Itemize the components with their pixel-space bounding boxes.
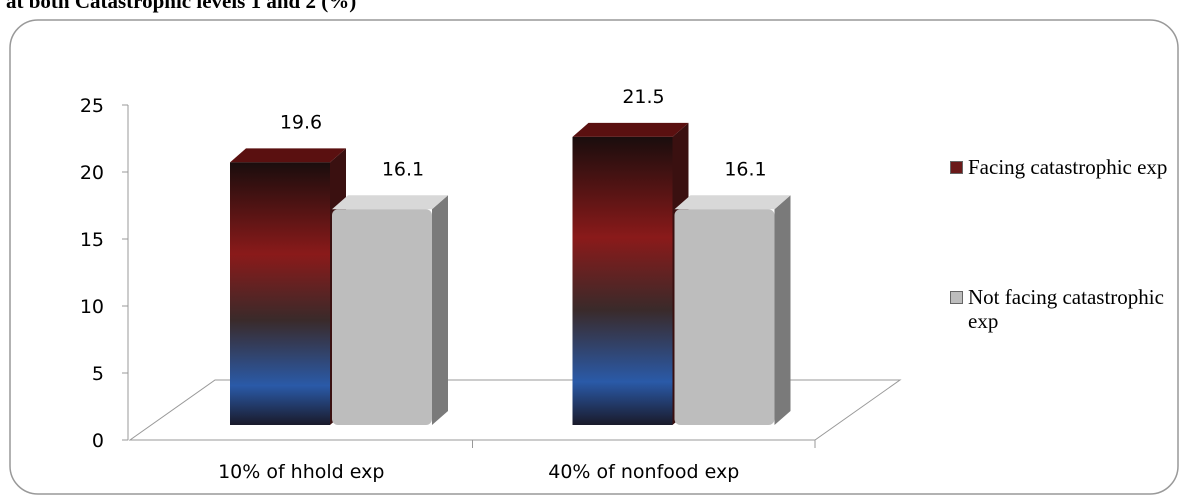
bar [332,195,448,425]
legend-item: Not facing catastrophic exp [950,285,1175,333]
chart-title: at both Catastrophic levels 1 and 2 (%) [6,0,356,13]
legend-key [950,291,963,304]
bar-face [675,195,791,209]
bar-face [675,209,775,425]
data-label: 16.1 [382,158,424,180]
bar-face [775,195,791,425]
x-tick-label: 40% of nonfood exp [548,461,739,483]
x-tick-label: 10% of hhold exp [218,461,384,483]
legend-label: Not facing catastrophic exp [950,285,1175,333]
data-label: 19.6 [280,111,322,133]
legend-label: Facing catastrophic exp [950,155,1175,179]
bar-face [573,137,673,425]
legend-item: Facing catastrophic exp [950,155,1175,179]
bar-face [332,195,448,209]
bar [675,195,791,425]
chart: at both Catastrophic levels 1 and 2 (%) … [0,0,1185,498]
bar [230,148,346,425]
y-tick-label: 20 [80,162,104,184]
y-tick-label: 10 [80,296,104,318]
y-tick-label: 5 [92,363,104,385]
bar-face [230,162,330,425]
bar-face [230,148,346,162]
bar [573,123,689,425]
y-tick-label: 0 [92,430,104,452]
legend-key [950,161,963,174]
data-label: 16.1 [724,158,766,180]
bar-face [332,209,432,425]
page: {"chart_data": {"type": "bar", "title": … [0,0,1185,498]
y-tick-label: 15 [80,229,104,251]
y-tick-label: 25 [80,95,104,117]
data-label: 21.5 [622,86,664,108]
bar-face [573,123,689,137]
bar-face [432,195,448,425]
